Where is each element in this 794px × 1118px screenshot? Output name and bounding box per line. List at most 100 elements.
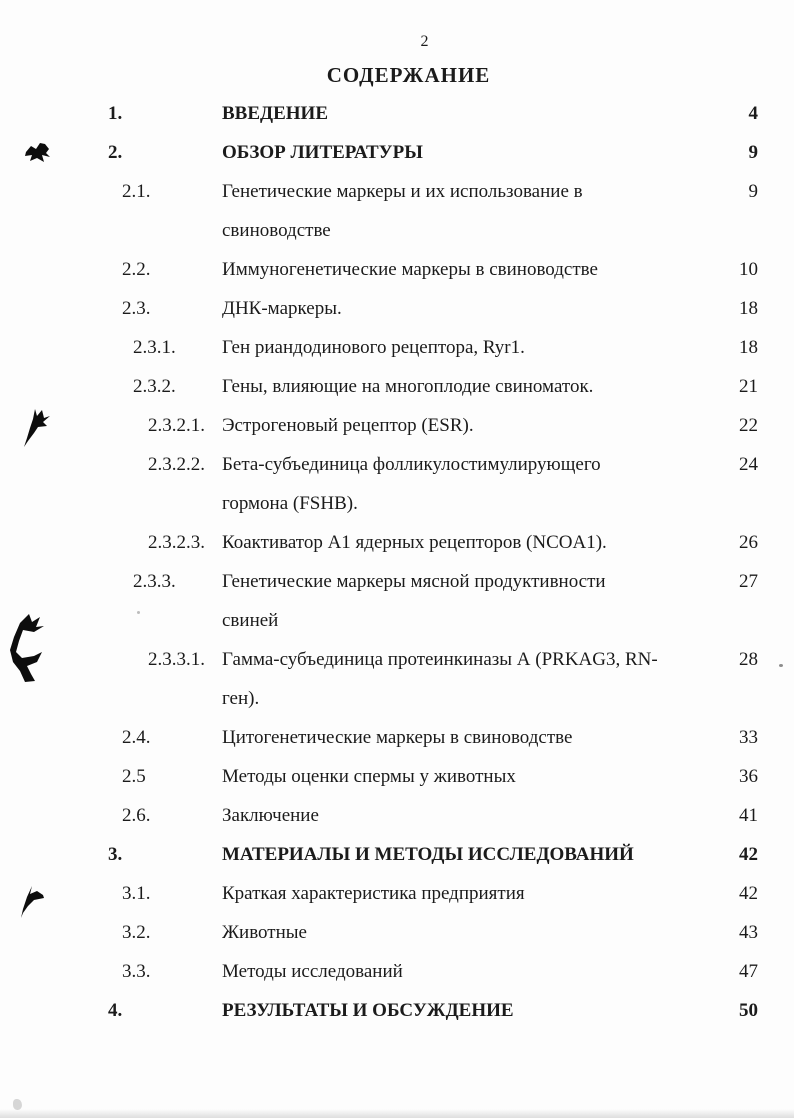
toc-entry-page: 21 (739, 376, 758, 397)
toc-entry-page: 26 (739, 532, 758, 553)
toc-entry-title: РЕЗУЛЬТАТЫ И ОБСУЖДЕНИЕ (222, 1000, 514, 1021)
toc-entry: 1. ВВЕДЕНИЕ 4 (0, 94, 794, 133)
toc-entry-number: 2. (108, 142, 123, 163)
toc-entry: 2.4. Цитогенетические маркеры в свиноводс… (0, 718, 794, 757)
toc-entry: 2.3. ДНК-маркеры. 18 (0, 289, 794, 328)
toc-entry-title: Иммуногенетические маркеры в свиноводств… (222, 259, 598, 280)
toc-entry-number: 2.1. (122, 181, 151, 202)
toc-entry-page: 24 (739, 454, 758, 475)
toc-entry: 3.1. Краткая характеристика предприятия 42 (0, 874, 794, 913)
toc-line: 3.2. Животные 43 (0, 913, 794, 952)
toc-entry-number: 2.3.2. (133, 376, 176, 397)
toc-entry-page: 10 (739, 259, 758, 280)
toc-entry-page: 27 (739, 571, 758, 592)
toc-entry-number: 3. (108, 844, 123, 865)
toc-entry-number: 2.3.3. (133, 571, 176, 592)
toc-line: 2.3.3. Генетические маркеры мясной продук… (0, 562, 794, 601)
toc-entry: 2.3.2.2. Бета-субъединица фолликулостимул… (0, 445, 794, 523)
speck-artifact (137, 611, 140, 614)
toc-line: 2.3.2. Гены, влияющие на многоплодие свин… (0, 367, 794, 406)
toc-entry-title: Методы исследований (222, 961, 403, 982)
ink-blot-icon (10, 614, 44, 682)
ink-blot-icon (24, 409, 50, 447)
toc-entry-title: ОБЗОР ЛИТЕРАТУРЫ (222, 142, 423, 163)
toc-entry-page: 47 (739, 961, 758, 982)
toc-entry-title-continuation: свиноводстве (222, 220, 331, 241)
toc-entry-title-continuation: ген). (222, 688, 260, 709)
toc-entry: 2. ОБЗОР ЛИТЕРАТУРЫ 9 (0, 133, 794, 172)
toc-entry-number: 2.4. (122, 727, 151, 748)
toc-line: 3.1. Краткая характеристика предприятия 42 (0, 874, 794, 913)
toc-entry-title: Гамма-субъединица протеинкиназы А (PRKAG… (222, 649, 658, 670)
toc-entry: 2.3.2. Гены, влияющие на многоплодие свин… (0, 367, 794, 406)
toc-entry: 2.3.2.1. Эстрогеновый рецептор (ESR). 22 (0, 406, 794, 445)
ink-blot-icon (25, 143, 50, 162)
toc-line: 2.1. Генетические маркеры и их использова… (0, 172, 794, 211)
toc-entry-title: Генетические маркеры и их использование … (222, 181, 583, 202)
toc-entry: 3. МАТЕРИАЛЫ И МЕТОДЫ ИССЛЕДОВАНИЙ 42 (0, 835, 794, 874)
toc-line: 4. РЕЗУЛЬТАТЫ И ОБСУЖДЕНИЕ 50 (0, 991, 794, 1030)
toc-line: 2.3.1. Ген риандодинового рецептора, Ryr1… (0, 328, 794, 367)
toc-line: 2.4. Цитогенетические маркеры в свиноводс… (0, 718, 794, 757)
toc-entry-title-continuation: гормона (FSHB). (222, 493, 358, 514)
toc-entry-number: 2.3. (122, 298, 151, 319)
toc-entry-page: 22 (739, 415, 758, 436)
toc-entry-title: Ген риандодинового рецептора, Ryr1. (222, 337, 525, 358)
toc-entry-title: Эстрогеновый рецептор (ESR). (222, 415, 474, 436)
toc-entries: 1. ВВЕДЕНИЕ 4 2. ОБЗОР ЛИТЕРАТУРЫ 9 2.1. Генети… (0, 94, 794, 1030)
toc-line: свиней (0, 601, 794, 640)
toc-line: 2.5 Методы оценки спермы у животных 36 (0, 757, 794, 796)
toc-entry-page: 28 (739, 649, 758, 670)
toc-entry-page: 36 (739, 766, 758, 787)
toc-entry-number: 2.3.1. (133, 337, 176, 358)
toc-entry-number: 2.3.2.2. (148, 454, 205, 475)
toc-line: ген). (0, 679, 794, 718)
toc-entry-number: 2.3.3.1. (148, 649, 205, 670)
toc-line: 2.3. ДНК-маркеры. 18 (0, 289, 794, 328)
toc-entry-page: 18 (739, 337, 758, 358)
toc-entry-number: 4. (108, 1000, 123, 1021)
toc-entry-number: 2.5 (122, 766, 146, 787)
toc-entry-title-continuation: свиней (222, 610, 279, 631)
toc-entry: 3.3. Методы исследований 47 (0, 952, 794, 991)
toc-line: 2. ОБЗОР ЛИТЕРАТУРЫ 9 (0, 133, 794, 172)
toc-entry-page: 33 (739, 727, 758, 748)
toc-entry-title: Генетические маркеры мясной продуктивнос… (222, 571, 606, 592)
toc-entry-number: 2.3.2.1. (148, 415, 205, 436)
toc-entry-title: ВВЕДЕНИЕ (222, 103, 328, 124)
toc-entry-title: ДНК-маркеры. (222, 298, 342, 319)
page-number: 2 (420, 33, 429, 50)
toc-entry: 2.3.3. Генетические маркеры мясной продук… (0, 562, 794, 640)
toc-entry-title: Краткая характеристика предприятия (222, 883, 525, 904)
toc-entry: 2.3.2.3. Коактиватор А1 ядерных рецепторо… (0, 523, 794, 562)
toc-line: 3. МАТЕРИАЛЫ И МЕТОДЫ ИССЛЕДОВАНИЙ 42 (0, 835, 794, 874)
toc-line: 2.3.2.2. Бета-субъединица фолликулостимул… (0, 445, 794, 484)
toc-entry: 2.5 Методы оценки спермы у животных 36 (0, 757, 794, 796)
toc-line: гормона (FSHB). (0, 484, 794, 523)
smudge-artifact (13, 1099, 22, 1110)
toc-entry-page: 42 (739, 844, 758, 865)
toc-line: 1. ВВЕДЕНИЕ 4 (0, 94, 794, 133)
toc-line: 2.3.2.3. Коактиватор А1 ядерных рецепторо… (0, 523, 794, 562)
toc-entry-title: Бета-субъединица фолликулостимулирующего (222, 454, 601, 475)
toc-line: свиноводстве (0, 211, 794, 250)
toc-entry-page: 42 (739, 883, 758, 904)
page-title: СОДЕРЖАНИЕ (326, 63, 491, 87)
toc-entry-page: 43 (739, 922, 758, 943)
toc-entry-number: 3.3. (122, 961, 151, 982)
toc-line: 2.2. Иммуногенетические маркеры в свиново… (0, 250, 794, 289)
toc-line: 2.3.3.1. Гамма-субъединица протеинкиназы … (0, 640, 794, 679)
toc-entry-page: 41 (739, 805, 758, 826)
toc-line: 3.3. Методы исследований 47 (0, 952, 794, 991)
toc-entry: 2.2. Иммуногенетические маркеры в свиново… (0, 250, 794, 289)
toc-entry-number: 2.6. (122, 805, 151, 826)
toc-entry: 2.3.1. Ген риандодинового рецептора, Ryr1… (0, 328, 794, 367)
toc-entry-title: Методы оценки спермы у животных (222, 766, 516, 787)
toc-entry-page: 50 (739, 1000, 758, 1021)
toc-entry-page: 4 (748, 103, 759, 124)
toc-line: 2.6. Заключение 41 (0, 796, 794, 835)
toc-entry-title: Цитогенетические маркеры в свиноводстве (222, 727, 573, 748)
toc-entry-title: Гены, влияющие на многоплодие свиноматок… (222, 376, 594, 397)
toc-entry-page: 9 (748, 181, 759, 202)
toc-entry-number: 2.2. (122, 259, 151, 280)
